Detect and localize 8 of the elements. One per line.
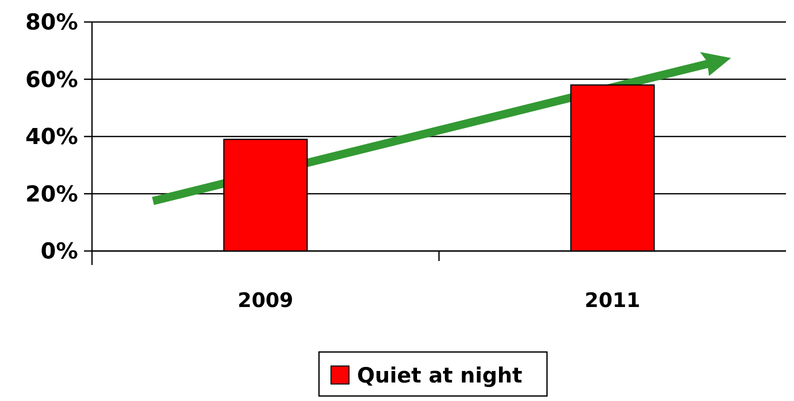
y-tick-label: 20%	[25, 182, 78, 208]
x-tick-label: 2011	[584, 288, 640, 312]
y-tick-label: 0%	[40, 240, 78, 265]
legend-label: Quiet at night	[357, 363, 522, 388]
y-tick-label: 80%	[25, 10, 78, 36]
x-tick-label: 2009	[238, 288, 294, 312]
y-tick-label: 40%	[25, 125, 78, 150]
y-tick-label: 60%	[25, 68, 78, 93]
